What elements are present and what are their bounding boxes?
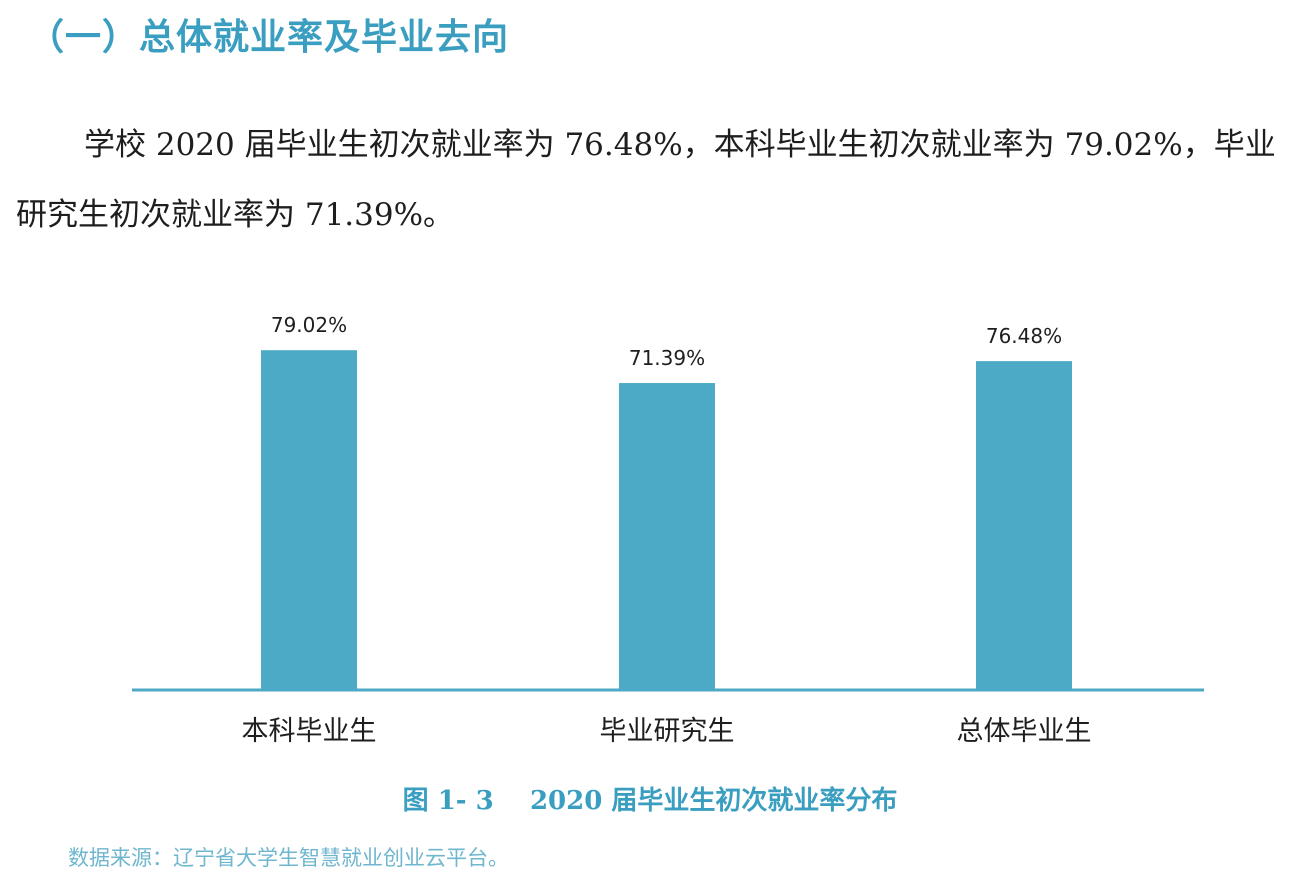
bar-chart: 79.02% 本科毕业生 71.39% 毕业研究生 76.48% 总体毕业生: [132, 313, 1204, 747]
figure-title: 2020 届毕业生初次就业率分布: [529, 786, 898, 816]
figure-number: 图 1- 3: [402, 786, 494, 816]
data-label-1: 79.02%: [271, 313, 347, 337]
category-label-2: 毕业研究生: [600, 716, 735, 747]
bar-2: [619, 383, 715, 690]
data-label-3: 76.48%: [986, 324, 1062, 348]
bar-3: [976, 361, 1072, 690]
category-label-3: 总体毕业生: [957, 716, 1092, 747]
figure-caption: 图 1- 3 2020 届毕业生初次就业率分布: [0, 780, 1300, 817]
summary-paragraph: 学校 2020 届毕业生初次就业率为 76.48%，本科毕业生初次就业率为 79…: [16, 127, 1276, 233]
section-heading: （一）总体就业率及毕业去向: [28, 17, 510, 58]
data-source-note: 数据来源：辽宁省大学生智慧就业创业云平台。: [68, 846, 509, 870]
category-label-1: 本科毕业生: [242, 716, 377, 747]
bar-1: [261, 350, 357, 690]
data-label-2: 71.39%: [629, 346, 705, 370]
